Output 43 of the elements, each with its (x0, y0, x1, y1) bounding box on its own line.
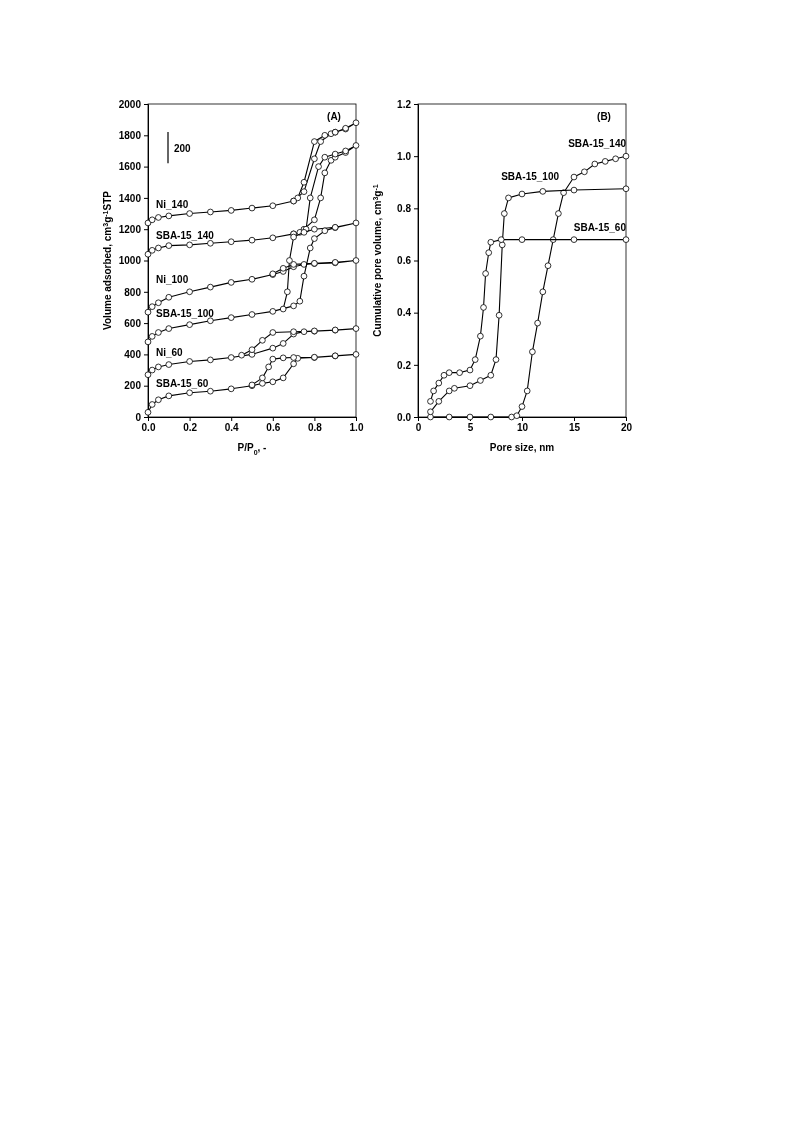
y-tick-label: 800 (124, 286, 142, 298)
series-label: SBA-15_100 (156, 307, 215, 319)
x-tick-label: 0.2 (183, 422, 198, 434)
y-tick-label: 0.0 (397, 411, 412, 423)
series-label: Ni_140 (156, 198, 189, 210)
y-tick-label: 1000 (118, 255, 142, 267)
y-tick-label: 1.0 (397, 150, 412, 162)
y-tick-label: 2000 (118, 98, 142, 110)
y-tick-label: 0.2 (397, 359, 412, 371)
series-label: SBA-15_60 (573, 221, 627, 233)
y-tick-label: 0.6 (397, 255, 412, 267)
x-tick-label: 0.4 (224, 422, 240, 434)
y-tick-label: 1200 (118, 223, 142, 235)
series-label: Ni_60 (156, 346, 184, 358)
y-tick-label: 200 (124, 380, 142, 392)
series-label: SBA-15_60 (156, 378, 209, 390)
x-tick-label: 1.0 (349, 422, 364, 434)
y-tick-label: 0.4 (397, 307, 412, 319)
annotation: 200 (174, 142, 192, 154)
y-tick-label: 400 (124, 349, 142, 361)
text: (A) (327, 111, 341, 122)
y-tick-label: 600 (124, 317, 142, 329)
series-label: Ni_100 (156, 274, 189, 286)
y-tick-label: 0.8 (397, 203, 412, 215)
y-tick-label: 1800 (118, 130, 142, 141)
y-tick-label: 0 (135, 411, 142, 423)
x-axis-title: Pore size, nm (489, 442, 555, 453)
series-label: SBA-15_140 (568, 138, 627, 150)
y-tick-label: 1400 (118, 192, 142, 204)
x-tick-label: 0.8 (307, 422, 323, 434)
text: (B) (597, 111, 611, 122)
x-tick-label: 0.0 (141, 422, 156, 434)
x-tick-label: 20 (620, 422, 633, 434)
y-tick-label: 1.2 (397, 98, 412, 110)
x-tick-label: 0.6 (266, 422, 281, 434)
series-label: SBA-15_100 (501, 171, 560, 183)
x-tick-label: 5 (467, 422, 474, 434)
x-axis-title: P/P$_{0}$, - (237, 442, 267, 456)
x-tick-label: 10 (516, 422, 529, 434)
y-tick-label: 1600 (118, 161, 142, 173)
series-label: SBA-15_140 (156, 230, 215, 242)
x-tick-label: 0 (415, 422, 422, 434)
x-tick-label: 15 (568, 422, 581, 434)
